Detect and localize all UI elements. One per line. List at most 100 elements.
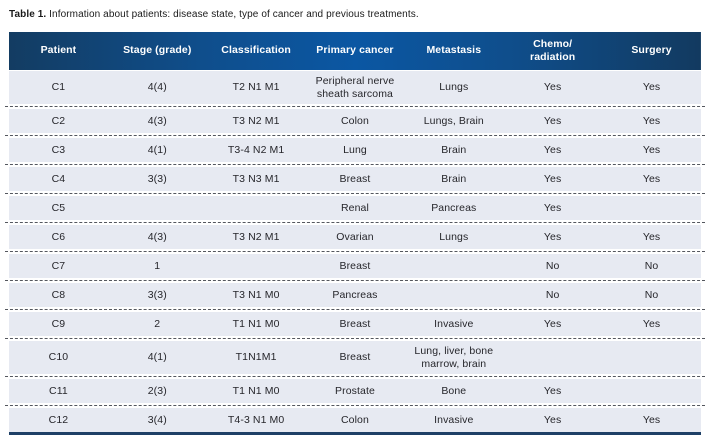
table-cell: T1 N1 M0 xyxy=(202,307,310,339)
table-cell: Pancreas xyxy=(301,278,409,310)
table-cell: C12 xyxy=(5,403,112,434)
table-cell: Pancreas xyxy=(400,191,508,223)
table-cell xyxy=(598,191,705,223)
table-cell xyxy=(202,191,310,223)
table-cell: C6 xyxy=(5,220,112,252)
table-cell: No xyxy=(598,278,705,310)
table-cell: Peripheral nerve sheath sarcoma xyxy=(305,69,405,107)
table-cell: Brain xyxy=(400,133,508,165)
column-header: Chemo/ radiation xyxy=(530,37,576,63)
table-cell: 3(3) xyxy=(103,162,211,194)
table-cell: Yes xyxy=(499,104,606,136)
table-cell: C1 xyxy=(9,69,108,107)
table-cell: Yes xyxy=(598,403,705,434)
table-cell: Breast xyxy=(301,336,409,377)
table-cell: T3 N3 M1 xyxy=(202,162,310,194)
table-cell: Yes xyxy=(598,307,705,339)
table-row: C9 2 T1 N1 M0 Breast Invasive Yes Yes xyxy=(5,307,705,339)
table-row: C4 3(3) T3 N3 M1 Breast Brain Yes Yes xyxy=(5,162,705,194)
table-cell: T4-3 N1 M0 xyxy=(202,403,310,434)
table-cell: Lung xyxy=(301,133,409,165)
table-cell: C3 xyxy=(5,133,112,165)
table-cell: C2 xyxy=(5,104,112,136)
table-cell: 3(3) xyxy=(103,278,211,310)
table-cell xyxy=(103,191,211,223)
table-cell: Yes xyxy=(602,69,701,107)
table-cell: Brain xyxy=(400,162,508,194)
table-cell: Ovarian xyxy=(301,220,409,252)
table-cell: Yes xyxy=(598,133,705,165)
table-cell: Invasive xyxy=(400,403,508,434)
table-cell: Yes xyxy=(499,133,606,165)
table-cell: 1 xyxy=(103,249,211,281)
table-cell: Yes xyxy=(598,162,705,194)
table-row: C11 2(3) T1 N1 M0 Prostate Bone Yes xyxy=(5,374,705,406)
column-header: Patient xyxy=(40,44,77,57)
table-cell: Yes xyxy=(598,104,705,136)
table-caption-text: Information about patients: disease stat… xyxy=(46,9,419,20)
table-row: C7 1 Breast No No xyxy=(5,249,705,281)
table-cell: Invasive xyxy=(400,307,508,339)
table-caption: Table 1. Information about patients: dis… xyxy=(9,8,701,21)
table-cell: Colon xyxy=(301,403,409,434)
table-row: C3 4(1) T3-4 N2 M1 Lung Brain Yes Yes xyxy=(5,133,705,165)
table-cell xyxy=(598,336,705,377)
table-cell: 4(3) xyxy=(103,104,211,136)
table-cell: Yes xyxy=(499,307,606,339)
table-cell: Yes xyxy=(499,374,606,406)
table-cell: C8 xyxy=(5,278,112,310)
table-cell: No xyxy=(598,249,705,281)
table-cell: Breast xyxy=(301,249,409,281)
table-row: C6 4(3) T3 N2 M1 Ovarian Lungs Yes Yes xyxy=(5,220,705,252)
patients-table-body: C1 4(4) T2 N1 M1 Peripheral nerve sheath sa… xyxy=(5,69,705,434)
patients-table-head: Patient Stage (grade) Classification Primar… xyxy=(9,32,701,71)
table-cell: Yes xyxy=(499,162,606,194)
table-cell xyxy=(598,374,705,406)
table-caption-label: Table 1. xyxy=(9,9,47,20)
table-cell: T3 N1 M0 xyxy=(202,278,310,310)
table-row: C1 4(4) T2 N1 M1 Peripheral nerve sheath sa… xyxy=(9,69,701,107)
column-header: Surgery xyxy=(631,44,672,57)
table-cell: T3 N2 M1 xyxy=(202,220,310,252)
table-cell: T3 N2 M1 xyxy=(202,104,310,136)
table-cell xyxy=(499,336,606,377)
table-cell: C4 xyxy=(5,162,112,194)
table-cell: Yes xyxy=(499,403,606,434)
table-cell: T3-4 N2 M1 xyxy=(202,133,310,165)
table-cell: 3(4) xyxy=(103,403,211,434)
table-cell: C11 xyxy=(5,374,112,406)
table-cell: T1N1M1 xyxy=(202,336,310,377)
table-row: C2 4(3) T3 N2 M1 Colon Lungs, Brain Yes Yes xyxy=(5,104,705,136)
table-cell: Bone xyxy=(400,374,508,406)
table-cell: Colon xyxy=(301,104,409,136)
table-row: C5 Renal Pancreas Yes xyxy=(5,191,705,223)
table-cell: 4(4) xyxy=(107,69,207,107)
table-cell: Breast xyxy=(301,162,409,194)
table-cell xyxy=(400,249,508,281)
table-cell: Yes xyxy=(503,69,603,107)
table-cell: Yes xyxy=(499,220,606,252)
table-cell: Lungs xyxy=(404,69,504,107)
table-cell: C9 xyxy=(5,307,112,339)
table-cell: Prostate xyxy=(301,374,409,406)
table-cell: Renal xyxy=(301,191,409,223)
table-cell: Breast xyxy=(301,307,409,339)
table-cell: No xyxy=(499,278,606,310)
table-cell: C5 xyxy=(5,191,112,223)
table-cell: C10 xyxy=(5,336,112,377)
table-cell: T2 N1 M1 xyxy=(206,69,306,107)
table-cell: T1 N1 M0 xyxy=(202,374,310,406)
table-cell: Lung, liver, bone marrow, brain xyxy=(400,336,508,377)
table-cell: Lungs, Brain xyxy=(400,104,508,136)
column-header: Primary cancer xyxy=(316,44,394,57)
table-cell: No xyxy=(499,249,606,281)
table-cell: C7 xyxy=(5,249,112,281)
column-header: Metastasis xyxy=(426,44,482,57)
column-header: Stage (grade) xyxy=(123,44,192,57)
table-row: C10 4(1) T1N1M1 Breast Lung, liver, bone mar… xyxy=(5,336,705,377)
table-cell: 4(1) xyxy=(103,336,211,377)
table-cell: Yes xyxy=(598,220,705,252)
patients-table: Patient Stage (grade) Classification Primar… xyxy=(5,32,705,435)
table-cell: Yes xyxy=(499,191,606,223)
